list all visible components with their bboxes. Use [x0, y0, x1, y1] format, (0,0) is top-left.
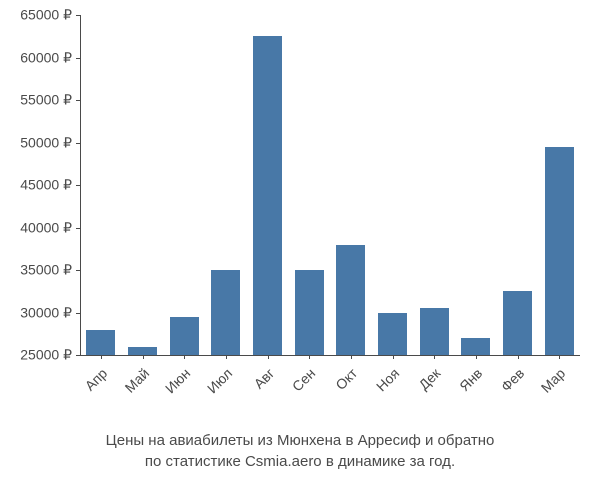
y-axis-label: 45000 ₽ — [20, 177, 72, 194]
x-tick — [434, 355, 435, 359]
bar — [336, 245, 365, 356]
chart-container: 25000 ₽30000 ₽35000 ₽40000 ₽45000 ₽50000… — [80, 15, 580, 395]
x-tick — [559, 355, 560, 359]
bar — [211, 270, 240, 355]
x-axis-label: Май — [121, 365, 152, 396]
x-axis-label: Июн — [162, 365, 193, 396]
x-axis-label: Июл — [204, 365, 235, 396]
y-axis-line — [80, 15, 81, 355]
bar — [253, 36, 282, 355]
bar — [503, 291, 532, 355]
x-tick — [184, 355, 185, 359]
x-axis-label: Дек — [416, 365, 444, 393]
x-tick — [101, 355, 102, 359]
x-tick — [351, 355, 352, 359]
x-tick — [309, 355, 310, 359]
x-axis-label: Апр — [81, 365, 110, 394]
bar — [86, 330, 115, 356]
x-tick — [226, 355, 227, 359]
y-axis-label: 60000 ₽ — [20, 49, 72, 66]
bar — [170, 317, 199, 355]
y-axis-label: 25000 ₽ — [20, 347, 72, 364]
y-axis-label: 40000 ₽ — [20, 219, 72, 236]
x-tick — [268, 355, 269, 359]
x-tick — [143, 355, 144, 359]
caption-line-1: Цены на авиабилеты из Мюнхена в Арресиф … — [0, 430, 600, 451]
x-axis-label: Окт — [332, 365, 360, 393]
bar — [461, 338, 490, 355]
x-axis-label: Ноя — [372, 365, 401, 394]
bar — [295, 270, 324, 355]
x-axis-line — [80, 355, 580, 356]
x-tick — [476, 355, 477, 359]
x-tick — [518, 355, 519, 359]
x-axis-label: Мар — [538, 365, 569, 396]
bar — [545, 147, 574, 355]
caption-line-2: по статистике Csmia.aero в динамике за г… — [0, 451, 600, 472]
y-axis-label: 35000 ₽ — [20, 262, 72, 279]
bar — [420, 308, 449, 355]
x-axis-label: Авг — [250, 365, 277, 392]
plot-area: 25000 ₽30000 ₽35000 ₽40000 ₽45000 ₽50000… — [80, 15, 580, 355]
x-axis-label: Сен — [289, 365, 318, 394]
y-axis-label: 65000 ₽ — [20, 7, 72, 24]
bar — [128, 347, 157, 356]
bar — [378, 313, 407, 356]
y-axis-label: 55000 ₽ — [20, 92, 72, 109]
x-axis-label: Фев — [497, 365, 527, 395]
y-axis-label: 30000 ₽ — [20, 304, 72, 321]
y-axis-label: 50000 ₽ — [20, 134, 72, 151]
chart-caption: Цены на авиабилеты из Мюнхена в Арресиф … — [0, 430, 600, 472]
x-axis-label: Янв — [456, 365, 485, 394]
x-tick — [393, 355, 394, 359]
